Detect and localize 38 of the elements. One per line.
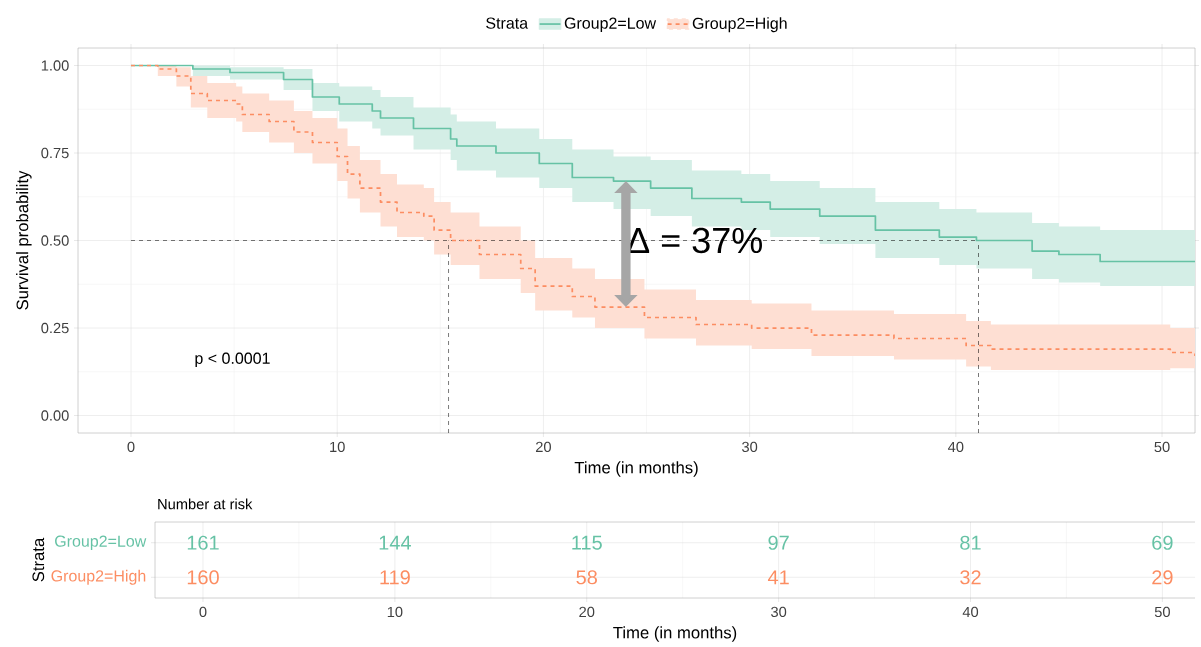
x-tick-label: 30 (771, 606, 787, 618)
data-label: 119 (380, 570, 410, 585)
y-tick-label: 0.25 (41, 322, 69, 334)
data-label: 41 (767, 570, 789, 585)
legend-label: Group2=High (692, 17, 787, 33)
x-tick-label: 20 (579, 606, 595, 618)
annotation: p < 0.0001 (195, 352, 270, 368)
y-tick-label: 0.00 (41, 410, 69, 421)
x-tick-label: 30 (742, 441, 758, 453)
x-tick-label: 10 (330, 441, 345, 453)
data-label: 58 (576, 570, 597, 585)
data-label: 97 (768, 535, 789, 550)
y-axis-title: Strata (32, 537, 45, 582)
data-label: 29 (1152, 570, 1173, 585)
x-axis-title: Time (in months) (574, 461, 698, 477)
x-tick-label: 40 (962, 606, 979, 618)
x-tick-label: 0 (127, 441, 135, 453)
x-tick-label: 10 (387, 606, 403, 618)
y-tick-label: 0.75 (41, 147, 69, 159)
chart-title: Number at risk (158, 498, 253, 510)
legend-title: Strata (486, 17, 529, 29)
y-axis-title: Survival probability (16, 170, 32, 310)
y-tick-label: 1.00 (41, 60, 69, 71)
x-axis-title: Time (in months) (613, 626, 737, 642)
data-label: 144 (379, 535, 411, 550)
x-tick-label: 50 (1154, 441, 1170, 453)
y-tick-label: 0.50 (41, 235, 69, 246)
data-label: 161 (187, 535, 219, 550)
data-label: 81 (960, 535, 981, 550)
x-tick-label: 50 (1154, 606, 1170, 618)
data-label: 32 (960, 570, 981, 585)
x-tick-label: 40 (948, 441, 964, 453)
data-label: 115 (572, 535, 602, 550)
legend-label: Group2=Low (564, 17, 657, 32)
x-tick-label: 20 (535, 441, 551, 453)
data-label: 160 (187, 570, 219, 585)
data-label: 69 (1152, 535, 1173, 550)
x-tick-label: 0 (199, 606, 207, 618)
